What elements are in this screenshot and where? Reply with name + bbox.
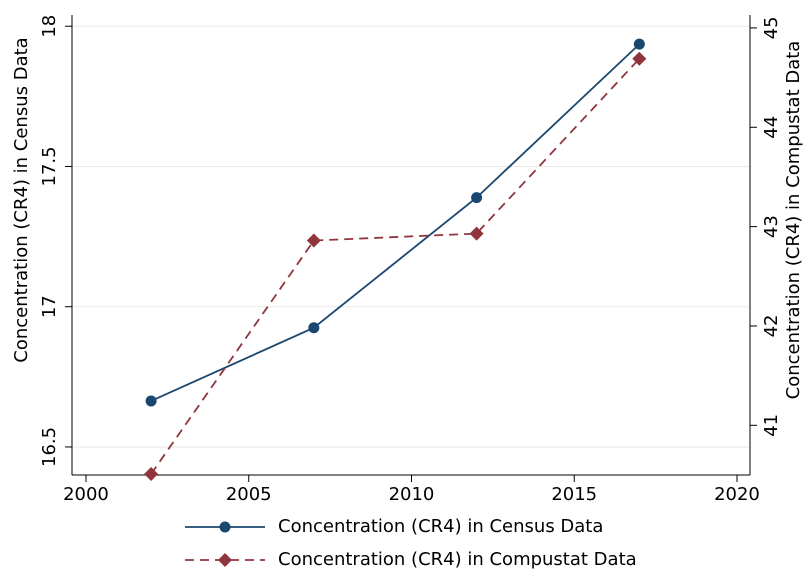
x-tick-label: 2000 [63, 484, 109, 505]
y-tick-label: 17.5 [39, 146, 60, 186]
legend-label: Concentration (CR4) in Census Data [278, 516, 603, 537]
y-tick-label: 16.5 [39, 427, 60, 467]
marker [145, 395, 157, 407]
y2-tick-label: 42 [761, 315, 782, 338]
x-tick-label: 2020 [714, 484, 760, 505]
legend-label: Concentration (CR4) in Compustat Data [278, 549, 637, 570]
x-tick-label: 2015 [551, 484, 597, 505]
marker [471, 192, 483, 204]
marker [632, 51, 647, 66]
x-tick-label: 2010 [389, 484, 435, 505]
y2-tick-label: 43 [761, 215, 782, 238]
series-line [150, 43, 640, 402]
marker [308, 322, 320, 334]
marker [218, 553, 232, 567]
marker [469, 226, 484, 241]
y2-tick-label: 44 [761, 116, 782, 139]
y-tick-label: 17 [39, 295, 60, 318]
x-tick-label: 2005 [226, 484, 272, 505]
marker [144, 467, 159, 482]
y2-tick-label: 45 [761, 16, 782, 39]
y-tick-label: 18 [39, 15, 60, 38]
y2-tick-label: 41 [761, 414, 782, 437]
marker [219, 521, 231, 533]
y2-axis-label: Concentration (CR4) in Compustat Data [783, 41, 804, 400]
marker [306, 233, 321, 248]
marker [633, 38, 645, 50]
y-axis-label: Concentration (CR4) in Census Data [11, 37, 32, 362]
series-line [150, 58, 640, 475]
